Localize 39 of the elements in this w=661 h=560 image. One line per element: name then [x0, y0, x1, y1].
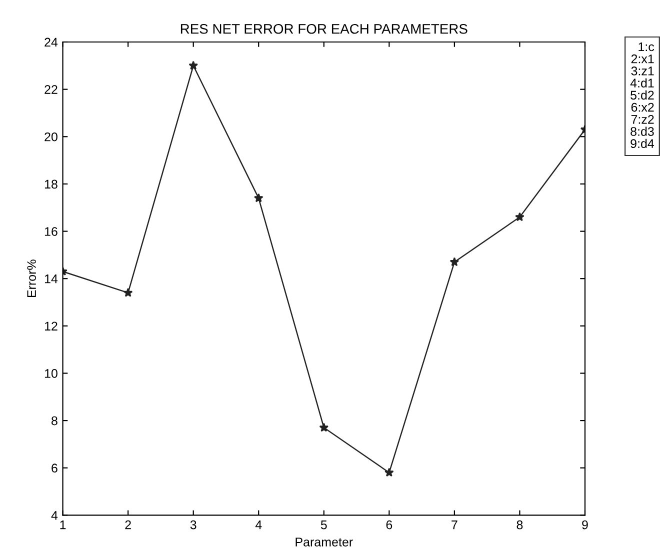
- x-tick-label: 2: [125, 520, 131, 530]
- point: [188, 60, 198, 70]
- y-tick-label: 16: [44, 227, 58, 236]
- y-tick-label: 22: [44, 85, 58, 94]
- y-tick-label: 20: [44, 132, 58, 142]
- x-tick-label: 5: [320, 520, 327, 530]
- y-tick-label: 6: [52, 464, 58, 473]
- text: 8:d3: [630, 126, 654, 136]
- x-tick-label: 7: [452, 520, 458, 530]
- x-tick-label: 4: [255, 520, 262, 530]
- text: 9:d4: [630, 138, 654, 148]
- point: [450, 257, 460, 266]
- text: 1:c: [638, 42, 654, 52]
- y-tick-label: 24: [44, 38, 58, 47]
- text: 5:d2: [630, 90, 654, 100]
- point: [319, 422, 329, 432]
- y-tick-label: 18: [44, 180, 58, 189]
- text: 7:z2: [631, 114, 654, 124]
- point: [515, 212, 524, 222]
- y-axis-title: Error%: [27, 260, 36, 298]
- y-tick-label: 4: [51, 511, 58, 520]
- y-tick-label: 10: [44, 369, 58, 378]
- point: [384, 468, 394, 477]
- point: [123, 288, 133, 297]
- chart-title: RES NET ERROR FOR EACH PARAMETERS: [180, 24, 468, 34]
- x-axis-title: Parameter: [296, 538, 353, 546]
- x-tick-label: 9: [582, 520, 588, 530]
- text: 2:x1: [631, 54, 654, 64]
- text: 4:d1: [630, 78, 654, 88]
- text: 3:z1: [631, 66, 654, 76]
- y-tick-label: 12: [44, 322, 58, 330]
- x-tick-label: 6: [386, 520, 392, 530]
- point: [254, 193, 264, 202]
- x-tick-label: 3: [190, 520, 196, 530]
- y-tick-label: 14: [44, 274, 58, 284]
- y-tick-label: 8: [52, 416, 58, 426]
- text: 6:x2: [631, 102, 654, 112]
- x-tick-label: 1: [60, 520, 66, 530]
- x-tick-label: 8: [516, 520, 523, 530]
